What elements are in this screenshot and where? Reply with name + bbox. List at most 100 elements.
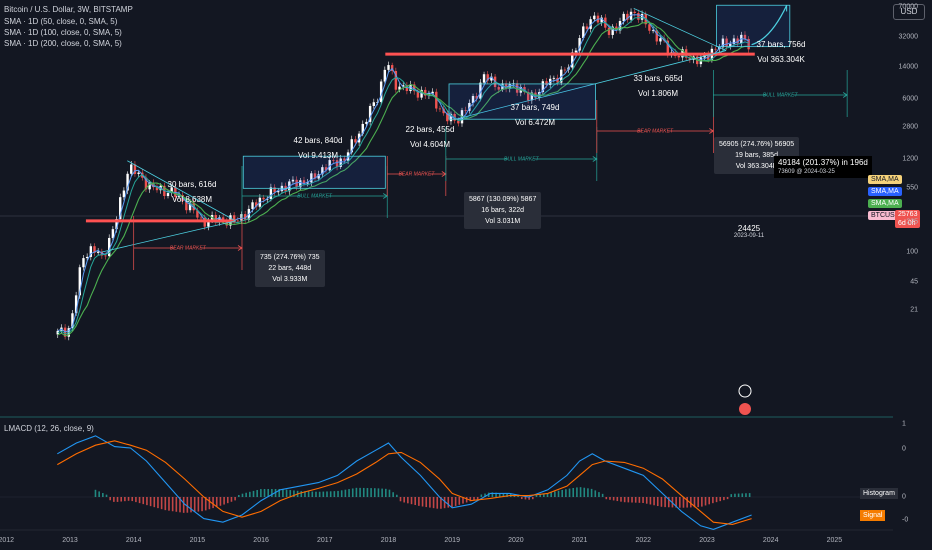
candle-body <box>446 113 449 122</box>
macd-histogram-bar <box>208 497 211 510</box>
macd-histogram-bar <box>249 491 251 497</box>
macd-histogram-bar <box>704 497 707 506</box>
sma-tag-3: SMA,MA <box>868 199 902 208</box>
macd-histogram-bar <box>425 497 428 508</box>
macd-histogram-bar <box>686 497 688 508</box>
macd-histogram-bar <box>590 488 593 497</box>
macd-histogram-bar <box>315 491 317 497</box>
macd-histogram-bar <box>142 497 145 505</box>
phase-label: BEAR MARKET <box>637 129 674 135</box>
macd-histogram-bar <box>667 497 670 508</box>
macd-histogram-bar <box>256 489 258 497</box>
macd-histogram-bar <box>730 494 733 497</box>
candle-body <box>273 187 276 193</box>
macd-histogram-bar <box>458 497 461 505</box>
candle-body <box>196 210 199 218</box>
candle-body <box>714 48 717 50</box>
macd-histogram-bar <box>712 497 714 504</box>
macd-histogram-bar <box>197 497 200 512</box>
candle-body <box>530 92 534 101</box>
candle-body <box>574 50 578 53</box>
x-tick-label: 2012 <box>0 537 15 544</box>
y-tick-label: 6000 <box>902 95 918 103</box>
macd-histogram-bar <box>532 497 534 500</box>
macd-histogram-bar <box>429 497 431 508</box>
candle-body <box>137 172 140 174</box>
candle-body <box>277 191 280 193</box>
macd-histogram-bar <box>135 497 137 503</box>
x-tick-label: 2016 <box>253 537 269 544</box>
macd-histogram-bar <box>502 493 505 497</box>
macd-histogram-bar <box>715 497 718 503</box>
candle-body <box>126 173 129 191</box>
macd-histogram-bar <box>410 497 413 505</box>
macd-histogram-bar <box>697 497 699 508</box>
candle-body <box>585 26 589 29</box>
macd-histogram-bar <box>601 493 604 497</box>
macd-histogram-bar <box>392 492 394 497</box>
candle-body <box>409 84 412 92</box>
candle-body <box>747 38 750 50</box>
candle-body <box>199 217 203 219</box>
macd-histogram-bar <box>403 497 405 503</box>
macd-histogram-bar <box>329 491 332 497</box>
macd-histogram-bar <box>344 489 347 497</box>
macd-histogram-bar <box>373 488 376 497</box>
candle-body <box>262 197 265 200</box>
macd-histogram-bar <box>153 497 156 508</box>
trend-line <box>127 160 236 222</box>
y-tick-label: 1200 <box>902 155 918 163</box>
candle-body <box>637 13 640 20</box>
candle-body <box>471 95 475 103</box>
macd-histogram <box>94 487 751 513</box>
candle-body <box>119 197 122 220</box>
candle-body <box>413 84 416 92</box>
macd-histogram-bar <box>381 488 383 497</box>
candle-body <box>545 81 548 86</box>
candle-body <box>607 27 611 35</box>
macd-histogram-bar <box>116 497 119 502</box>
phase-label-bg <box>642 128 669 134</box>
macd-histogram-bar <box>690 497 692 508</box>
candle-body <box>185 200 188 211</box>
macd-histogram-bar <box>168 497 170 511</box>
x-tick-label: 2015 <box>189 537 206 544</box>
candle-body <box>236 220 240 222</box>
macd-histogram-bar <box>179 497 181 513</box>
range-box <box>716 4 791 48</box>
candle-body <box>372 102 375 106</box>
macd-histogram-bar <box>307 491 310 497</box>
y-tick-label: 21 <box>910 306 918 314</box>
candle-body <box>332 160 335 161</box>
macd-histogram-bar <box>638 497 641 503</box>
currency-button[interactable]: USD <box>893 4 925 20</box>
macd-histogram-bar <box>645 497 648 504</box>
candle-body <box>133 164 137 174</box>
macd-histogram-bar <box>443 497 446 509</box>
legend-sma-200: SMA · 1D (200, close, 0, SMA, 5) <box>4 39 122 48</box>
macd-histogram-bar <box>748 493 751 497</box>
macd-histogram-bar <box>267 489 270 497</box>
candle-body <box>82 258 85 268</box>
macd-histogram-bar <box>370 488 372 497</box>
macd-histogram-bar <box>565 489 567 497</box>
macd-histogram-bar <box>480 494 483 497</box>
candle-body <box>622 13 625 21</box>
macd-signal-badge: Signal <box>860 510 886 521</box>
candle-body <box>368 105 372 122</box>
candle-body <box>497 87 500 90</box>
candle-body <box>78 267 81 296</box>
last-price-tag: 25763 6d 0h <box>895 210 921 228</box>
annotation-cycle-1: 30 bars, 616d Vol 8.638M <box>167 180 217 204</box>
macd-histogram-bar <box>653 497 655 506</box>
macd-histogram-bar <box>656 497 659 507</box>
candle-body <box>74 295 78 314</box>
candle-body <box>486 74 489 81</box>
x-tick-label: 2014 <box>125 537 142 544</box>
macd-histogram-bar <box>693 497 696 508</box>
macd-histogram-bar <box>550 492 552 497</box>
macd-histogram-bar <box>612 497 615 501</box>
macd-histogram-bar <box>723 497 725 501</box>
macd-histogram-bar <box>337 490 339 497</box>
